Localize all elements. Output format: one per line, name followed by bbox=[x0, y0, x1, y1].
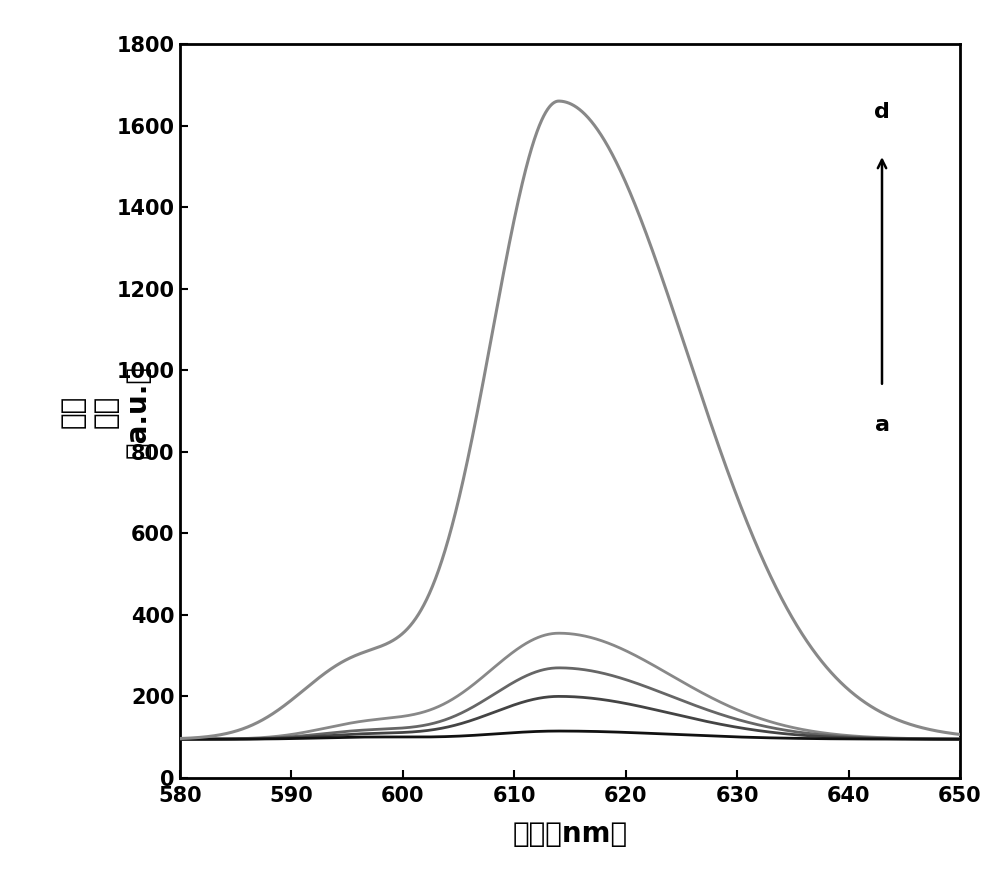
Y-axis label: 荧光
强度
（a.u.）: 荧光 强度 （a.u.） bbox=[59, 364, 152, 458]
X-axis label: 波长（nm）: 波长（nm） bbox=[512, 820, 628, 848]
Text: d: d bbox=[874, 102, 890, 122]
Text: a: a bbox=[874, 415, 890, 435]
